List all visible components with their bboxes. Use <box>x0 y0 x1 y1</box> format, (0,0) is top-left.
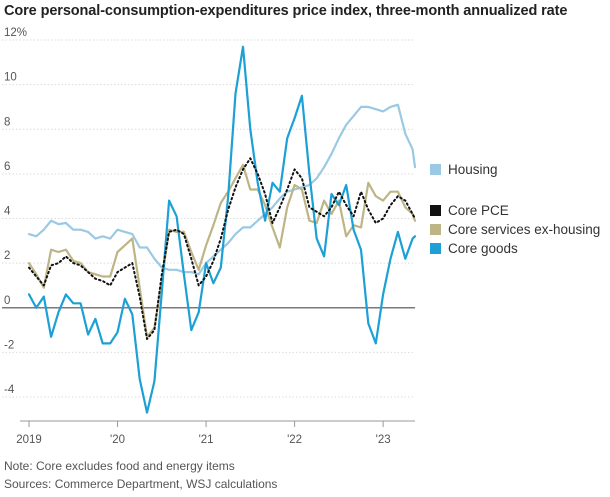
legend-swatch-housing <box>430 164 441 175</box>
chart-sources: Sources: Commerce Department, WSJ calcul… <box>4 477 278 491</box>
y-tick-label: 8 <box>4 116 10 128</box>
x-tick-label: '21 <box>199 434 214 446</box>
y-tick-label: 10 <box>4 72 17 84</box>
series-line-housing <box>27 103 417 276</box>
series-line-core-goods <box>27 45 417 414</box>
x-tick-label: '23 <box>376 434 391 446</box>
x-tick-label: '22 <box>287 434 302 446</box>
y-tick-label: 12% <box>4 27 27 39</box>
legend-item-core-goods: Core goods <box>430 241 518 256</box>
legend-swatch-core-pce <box>430 205 441 216</box>
y-tick-label: 4 <box>4 206 11 218</box>
series-lines <box>27 45 417 414</box>
legend-label-housing: Housing <box>448 162 498 177</box>
y-tick-label: -2 <box>4 339 14 351</box>
legend-item-core-pce: Core PCE <box>430 203 509 218</box>
x-axis-ticks: 2019 '20 '21 '22 '23 <box>16 420 415 446</box>
series-line-core-pce <box>28 157 416 340</box>
legend-item-core-services: Core services ex-housing <box>430 222 600 237</box>
gridlines <box>2 39 415 398</box>
chart-note: Note: Core excludes food and energy item… <box>4 459 235 473</box>
legend-swatch-core-goods <box>430 243 441 254</box>
series-line-core-services-ex-housing <box>27 163 417 338</box>
chart-title: Core personal-consumption-expenditures p… <box>4 3 568 19</box>
legend-item-housing: Housing <box>430 162 498 177</box>
legend-swatch-core-services <box>430 224 441 235</box>
x-tick-label: 2019 <box>16 434 42 446</box>
legend-label-core-goods: Core goods <box>448 241 518 256</box>
x-tick-label: '20 <box>110 434 125 446</box>
legend-label-core-services: Core services ex-housing <box>448 222 601 237</box>
y-tick-label: 6 <box>4 161 10 173</box>
y-tick-label: 2 <box>4 250 10 262</box>
legend-label-core-pce: Core PCE <box>448 203 509 218</box>
y-tick-label: -4 <box>4 384 15 396</box>
y-tick-label: 0 <box>4 295 10 307</box>
y-axis-ticks: 12% 10 8 6 4 2 0 -2 -4 <box>4 27 27 396</box>
